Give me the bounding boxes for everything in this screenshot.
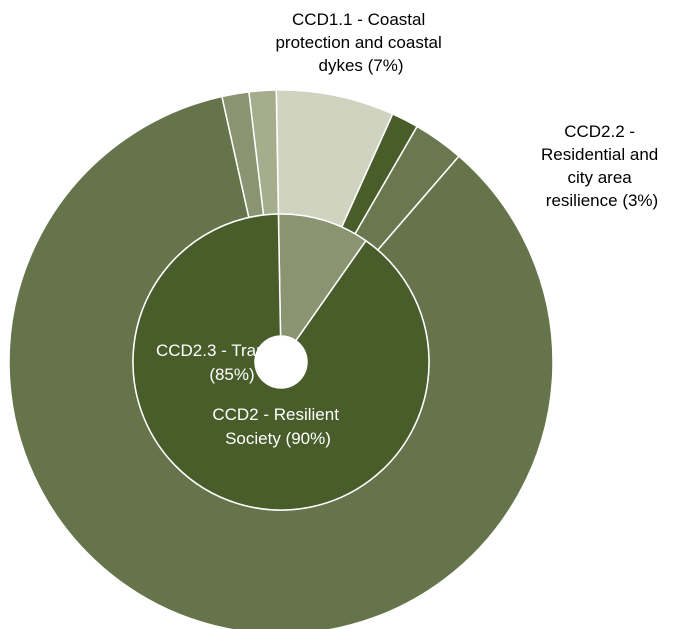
label-ccd2: CCD2 - Resilient Society (90%) [212, 405, 343, 448]
center-hole [255, 336, 307, 388]
label-ccd2-2: CCD2.2 - Residential and city area resil… [541, 122, 663, 210]
label-ccd1-1: CCD1.1 - Coastal protection and coastal … [275, 10, 446, 75]
label-ccd2-3: CCD2.3 - Transport (85%) [156, 341, 308, 384]
